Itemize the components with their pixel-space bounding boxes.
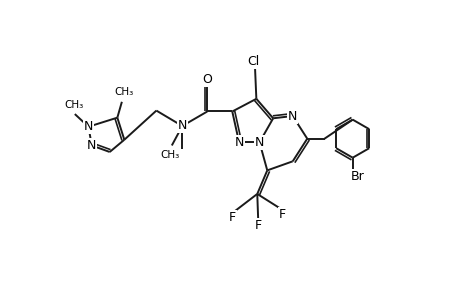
Text: Cl: Cl: [247, 55, 259, 68]
Text: N: N: [254, 136, 263, 149]
Text: N: N: [287, 110, 297, 122]
Text: CH₃: CH₃: [64, 100, 84, 110]
Text: Br: Br: [350, 170, 364, 183]
Text: N: N: [84, 120, 93, 133]
Text: F: F: [254, 219, 261, 232]
Text: CH₃: CH₃: [160, 150, 179, 160]
Text: F: F: [229, 211, 236, 224]
Text: N: N: [87, 139, 96, 152]
Text: CH₃: CH₃: [114, 87, 133, 97]
Text: O: O: [202, 73, 212, 86]
Text: N: N: [177, 119, 186, 133]
Text: F: F: [279, 208, 285, 221]
Text: N: N: [234, 136, 243, 149]
